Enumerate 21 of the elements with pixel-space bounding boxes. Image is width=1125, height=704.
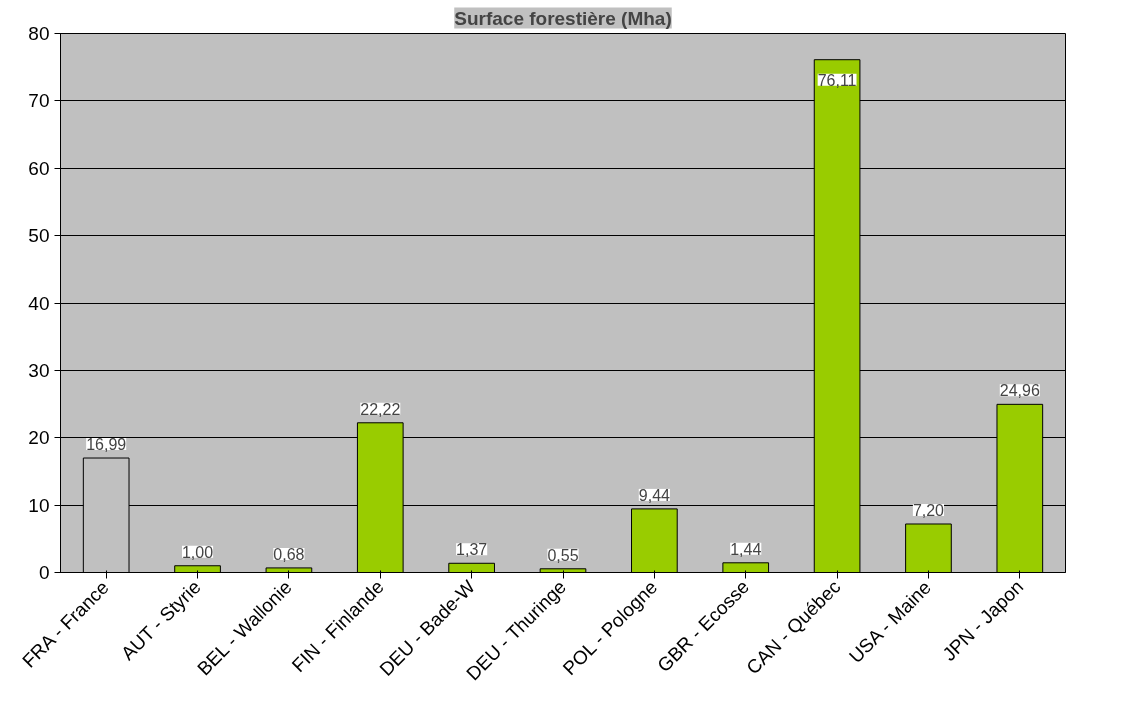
y-tick-label: 40 [28,292,50,314]
y-tick-label: 60 [28,157,50,179]
data-label: 1,37 [456,541,488,559]
chart-title: Surface forestière (Mha) [454,7,672,29]
y-tick-label: 10 [28,494,50,516]
y-tick-label: 20 [28,427,50,449]
y-tick-label: 0 [38,562,50,583]
data-label: 1,44 [730,540,762,558]
data-label: 76,11 [817,71,857,89]
y-tick-label: 70 [28,90,50,112]
y-tick-label: 80 [28,23,50,44]
data-label: 0,68 [273,545,305,563]
data-label: 22,22 [360,400,401,418]
data-label: 7,20 [912,501,945,519]
data-label: 1,00 [181,543,214,561]
y-tick-label: 30 [28,359,50,381]
y-tick-label: 50 [28,225,50,247]
data-label: 9,44 [638,486,671,504]
data-label: 16,99 [86,436,127,454]
data-label: 0,55 [547,546,579,564]
data-label: 24,96 [999,382,1040,400]
